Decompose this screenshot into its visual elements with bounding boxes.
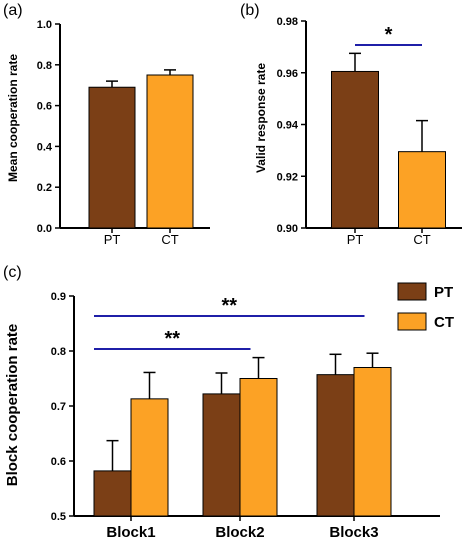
panel-c-significance-marker: ** [221, 295, 237, 317]
panel-c-y-axis-label: Block cooperation rate [4, 324, 21, 487]
panel-a-x-tick-label: PT [104, 232, 121, 247]
panel-b-bar-ct [398, 151, 446, 229]
panel-c-y-tick-label: 0.5 [51, 511, 66, 523]
panel-b-y-tick-label: 0.96 [277, 68, 298, 80]
panel-a-y-tick-label: 0.0 [37, 223, 52, 235]
panel-b-y-tick-label: 0.92 [277, 171, 298, 183]
panel-c-x-tick-label: Block2 [215, 524, 264, 541]
legend-pt-label: PT [434, 284, 453, 301]
legend-ct-label: CT [434, 314, 454, 331]
legend-ct-swatch [397, 312, 427, 331]
panel-c-bar-ct-block3 [353, 367, 392, 517]
panel-a-y-axis-label: Mean cooperation rate [6, 54, 20, 182]
panel-a-y-tick-label: 0.8 [37, 60, 52, 72]
panel-b-bar-pt [331, 70, 379, 229]
panel-c-x-tick-label: Block3 [329, 524, 378, 541]
panel-c-bar-ct-block1 [130, 398, 169, 517]
panel-c-y-tick-label: 0.9 [51, 291, 66, 303]
panel-a-bar-pt [88, 86, 136, 229]
panel-c-x-tick-label: Block1 [106, 524, 155, 541]
panel-c-bar-ct-block2 [239, 378, 278, 517]
panel-a-bar-ct [146, 74, 194, 229]
panel-b-x-tick-label: CT [413, 232, 430, 247]
panel-a-y-tick-label: 0.4 [37, 141, 53, 153]
panel-b-label: (b) [240, 2, 260, 19]
panel-c-y-tick-label: 0.6 [51, 456, 66, 468]
panel-a-label: (a) [3, 2, 23, 19]
panel-c-label: (c) [3, 264, 22, 281]
legend: PT CT [397, 282, 454, 331]
panel-c-bar-pt-block1 [93, 470, 132, 517]
panel-a-y-tick-label: 0.6 [37, 101, 52, 113]
panel-c-y-tick-label: 0.7 [51, 401, 66, 413]
panel-a-y-tick-label: 0.2 [37, 182, 52, 194]
legend-pt-swatch [397, 282, 427, 301]
panel-b-y-tick-label: 0.98 [277, 16, 298, 28]
panel-b-x-tick-label: PT [347, 232, 364, 247]
panel-c-significance-marker: ** [164, 328, 180, 350]
panel-a-x-tick-label: CT [161, 232, 178, 247]
panel-c-bar-pt-block3 [316, 374, 355, 517]
panel-b-y-axis-label: Valid response rate [254, 63, 268, 173]
panel-b-y-tick-label: 0.90 [277, 223, 298, 235]
panel-c-bar-pt-block2 [202, 393, 241, 517]
panel-b-significance-marker: * [385, 24, 393, 46]
panel-c-y-tick-label: 0.8 [51, 346, 66, 358]
panel-b-y-tick-label: 0.94 [277, 120, 299, 132]
panel-a-y-tick-label: 1.0 [37, 19, 52, 31]
